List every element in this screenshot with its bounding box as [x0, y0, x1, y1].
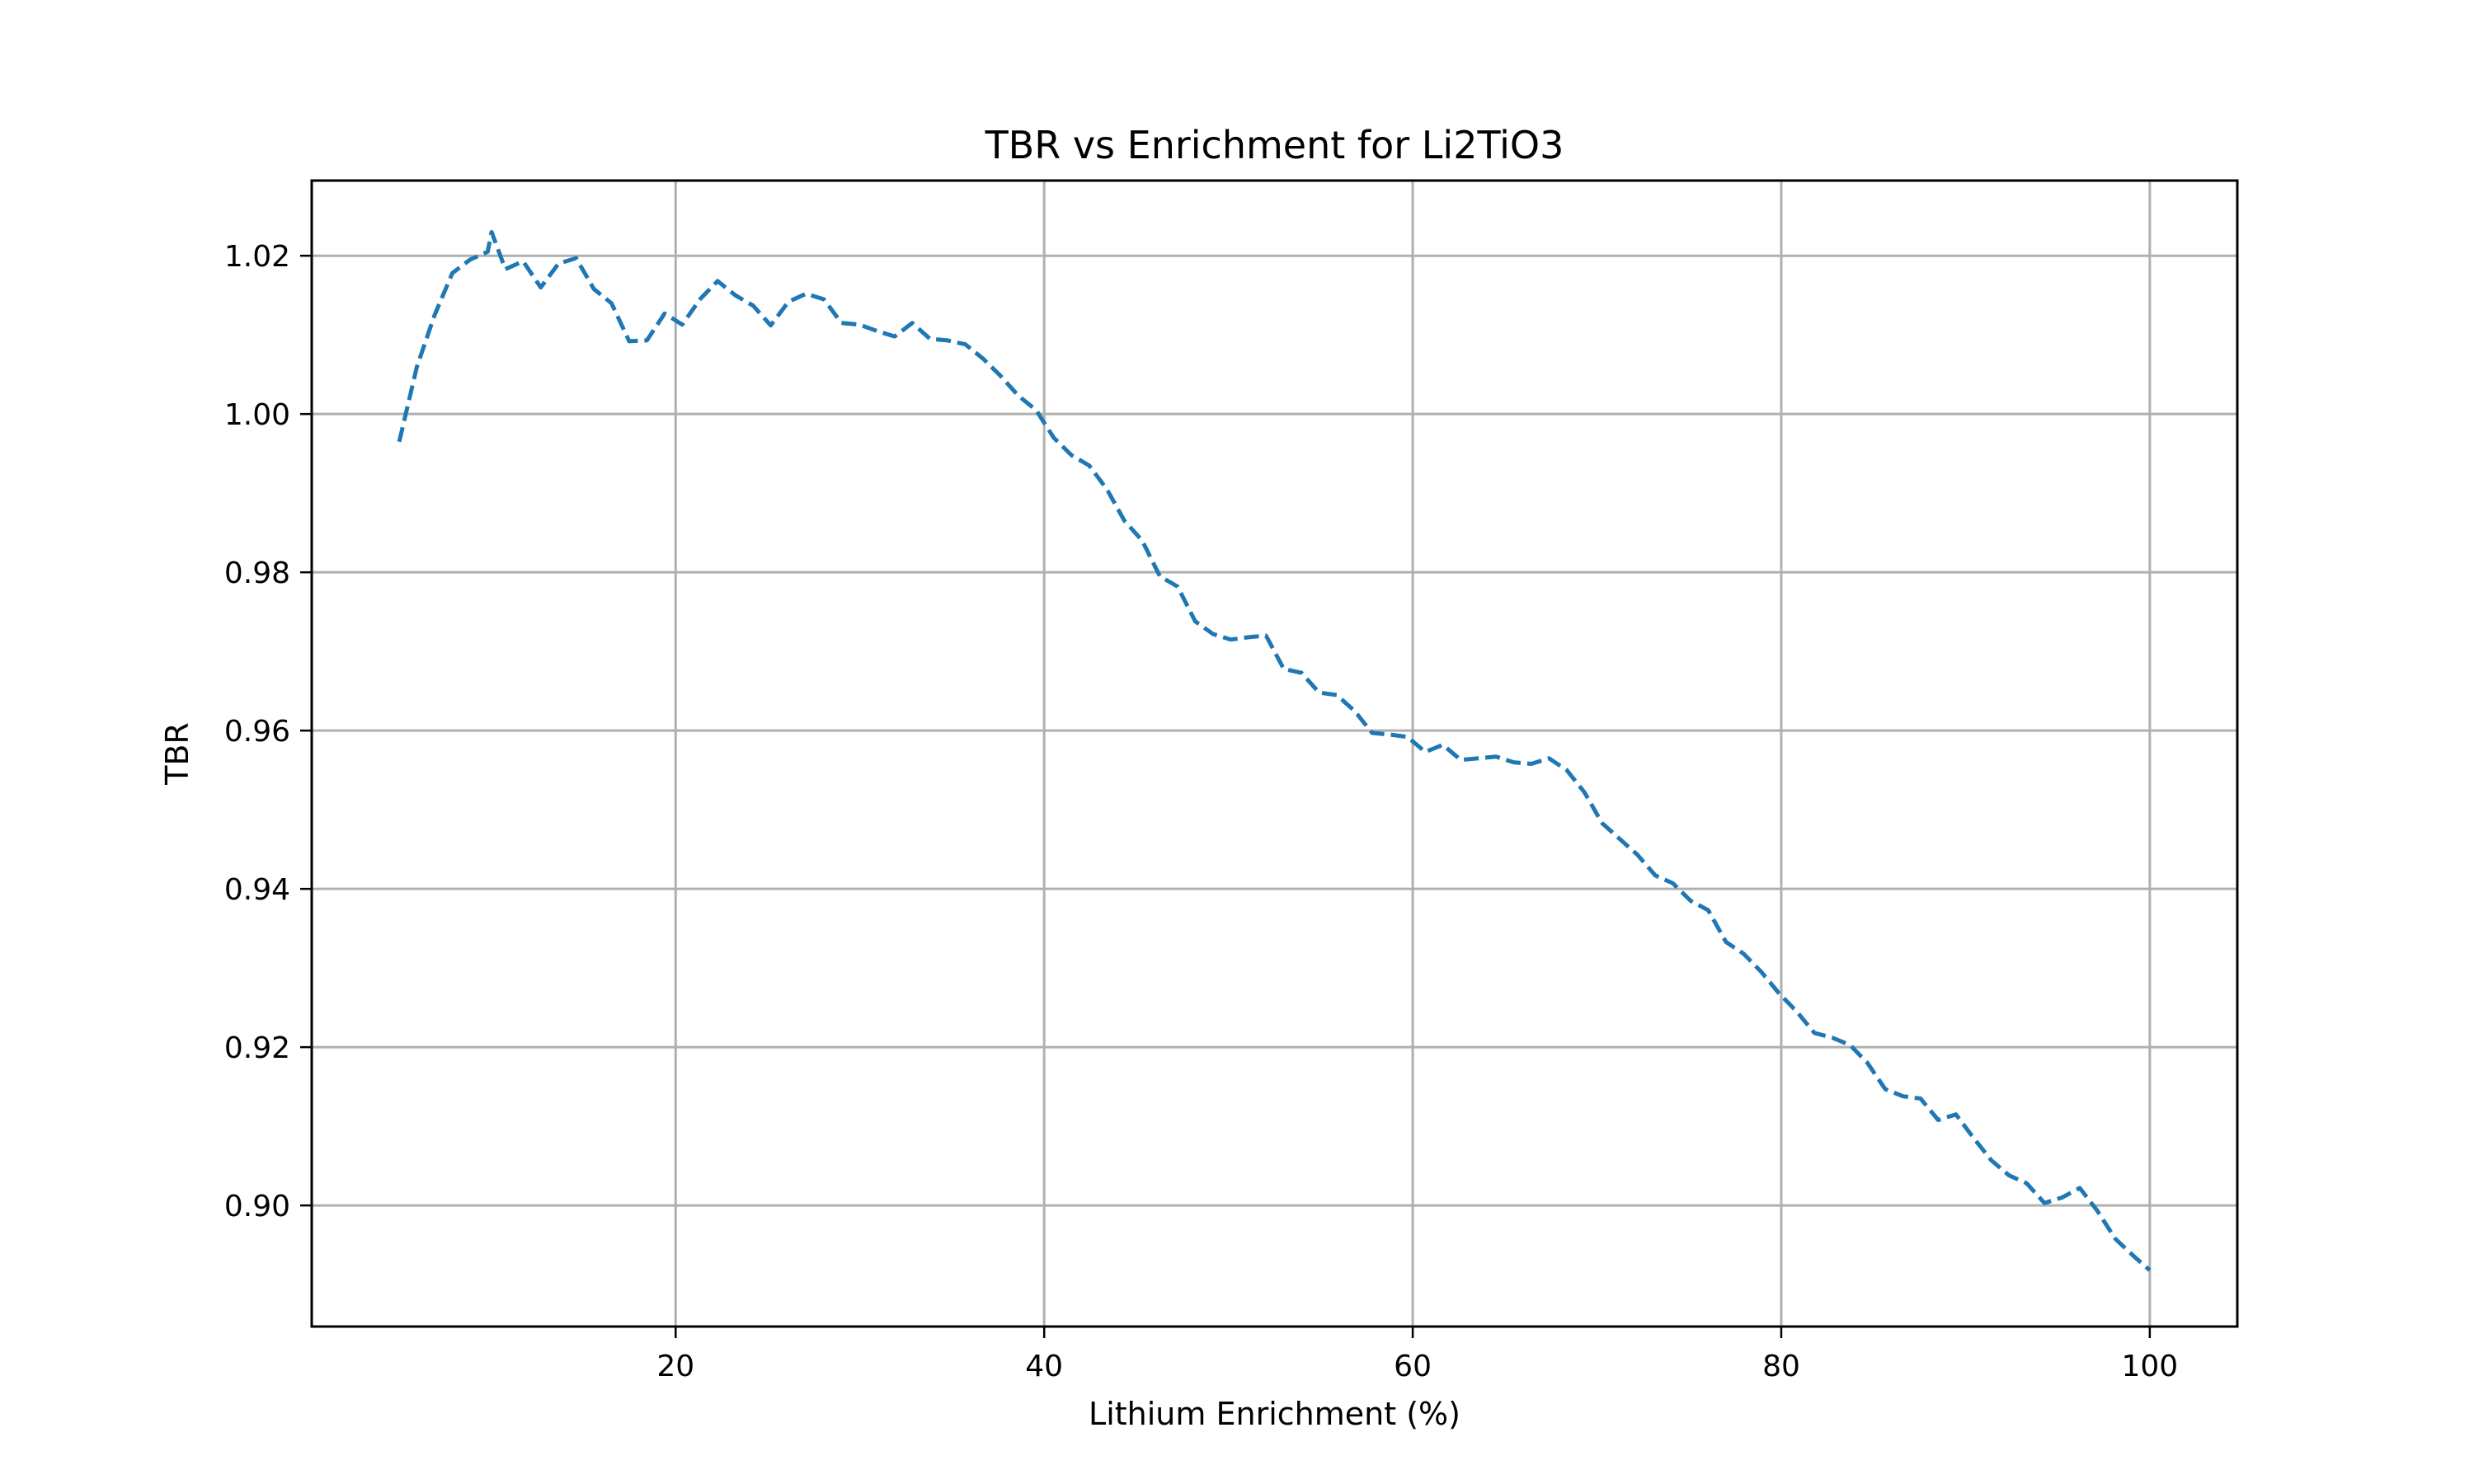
- y-axis-label: TBR: [159, 722, 195, 786]
- series-layer: [397, 229, 2152, 1272]
- y-tick-label: 0.94: [224, 873, 290, 907]
- x-tick-label: 80: [1762, 1350, 1800, 1383]
- x-tick-label: 100: [2122, 1350, 2179, 1383]
- plot-frame: [310, 179, 2239, 1328]
- x-axis-label: Lithium Enrichment (%): [1089, 1396, 1460, 1432]
- x-tick-label: 20: [656, 1350, 694, 1383]
- y-tick-label: 1.02: [224, 240, 290, 274]
- ticks: 20 40 60 80 100 0.90 0.92 0.94 0.96 0.98 1.00 1.02: [224, 240, 2178, 1383]
- chart-title: TBR vs Enrichment for Li2TiO3: [985, 123, 1564, 167]
- y-tick-label: 0.92: [224, 1031, 290, 1065]
- y-tick-label: 0.90: [224, 1190, 290, 1223]
- y-tick-label: 1.00: [224, 398, 290, 432]
- y-tick-label: 0.96: [224, 715, 290, 749]
- x-tick-label: 60: [1394, 1350, 1432, 1383]
- series-line: [397, 229, 2152, 1272]
- y-tick-label: 0.98: [224, 556, 290, 590]
- grid: [312, 181, 2237, 1327]
- x-tick-label: 40: [1025, 1350, 1063, 1383]
